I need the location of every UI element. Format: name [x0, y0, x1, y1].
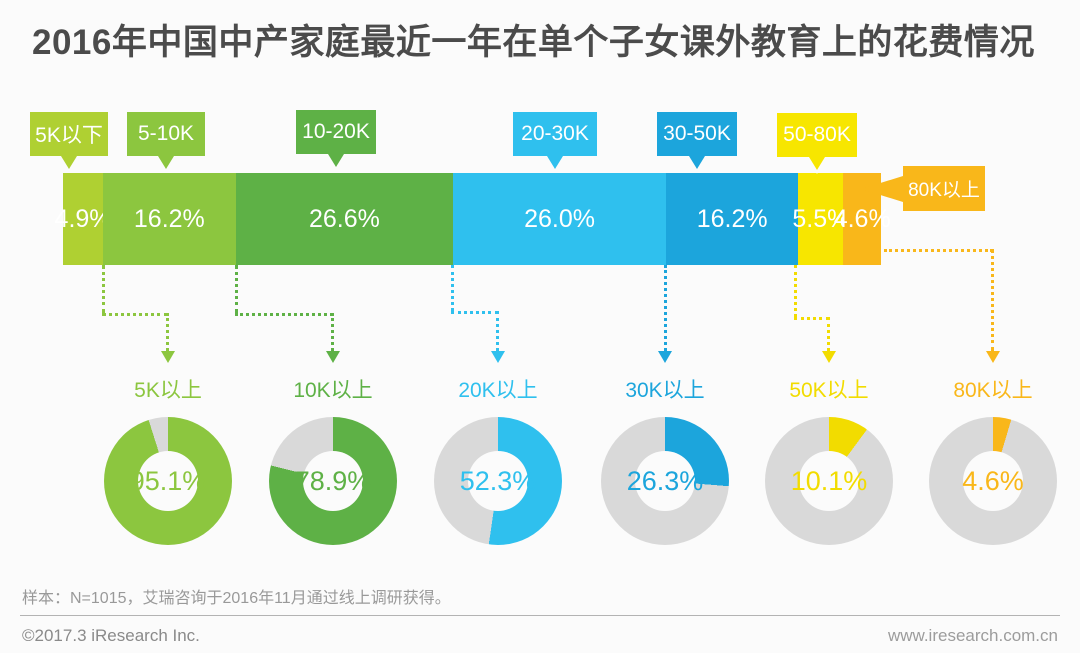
left-arrow-icon [861, 176, 903, 202]
donut-label-over-10k: 10K以上 [293, 379, 373, 402]
bar-tag-label: 20-30K [521, 122, 589, 145]
stacked-bar: 4.9% 16.2% 26.6% 26.0% 16.2% 5.5% 4.6% [55, 173, 891, 265]
donut-hole [468, 451, 528, 511]
bar-tag-5-10k: 5-10K [127, 112, 205, 156]
connector-line [102, 313, 168, 316]
bar-tag-30-50k: 30-50K [657, 112, 737, 156]
connector-line [991, 249, 994, 351]
bar-segment-value: 26.6% [308, 204, 380, 233]
connector-line [166, 313, 169, 351]
connector-line [664, 265, 667, 351]
donut-chart-over-80k: 4.6% [929, 417, 1057, 545]
connector-line [496, 311, 499, 351]
bar-tag-over-80k: 80K以上 [903, 166, 985, 211]
donut-label-over-50k: 50K以上 [789, 379, 869, 402]
connector-line [451, 265, 454, 311]
donut-chart-over-5k: 95.1% [104, 417, 232, 545]
donut-hole [138, 451, 198, 511]
connector-line [102, 265, 105, 313]
sample-footnote: 样本：N=1015，艾瑞咨询于2016年11月通过线上调研获得。 [22, 590, 451, 607]
donut-hole [635, 451, 695, 511]
bar-segment-value: 16.2% [133, 204, 205, 233]
connector-line [827, 317, 830, 351]
connector-line [794, 265, 797, 317]
bar-tag-label: 80K以上 [908, 180, 980, 201]
connector-line [451, 311, 498, 314]
bar-tag-label: 30-50K [663, 122, 731, 145]
down-arrow-icon [161, 351, 175, 363]
bar-segment-value: 16.2% [696, 204, 768, 233]
page-title: 2016年中国中产家庭最近一年在单个子女课外教育上的花费情况 [32, 23, 1035, 62]
donut-chart-over-10k: 78.9% [269, 417, 397, 545]
bar-tag-50-80k: 50-80K [777, 113, 857, 157]
donut-value: 4.6% [962, 465, 1024, 496]
down-arrow-icon [658, 351, 672, 363]
website-url: www.iresearch.com.cn [887, 626, 1058, 645]
bar-tag-label: 10-20K [302, 120, 370, 143]
bar-tag-under-5k: 5K以下 [30, 112, 108, 156]
bar-segment-value: 4.6% [833, 204, 891, 233]
down-arrow-icon [326, 351, 340, 363]
donut-value: 52.3% [459, 465, 537, 496]
bar-segment-value: 26.0% [524, 204, 595, 233]
donut-hole [303, 451, 363, 511]
donut-label-over-5k: 5K以上 [134, 379, 202, 402]
bar-segment-20-30k: 26.0% [453, 173, 666, 265]
bar-segment-30-50k: 16.2% [665, 173, 799, 265]
connector-line [331, 313, 334, 351]
bar-segment-50-80k: 5.5% [792, 173, 849, 265]
donut-value: 78.9% [294, 465, 372, 496]
bar-tag-label: 5K以下 [35, 124, 103, 147]
bar-segment-under-5k: 4.9% [55, 173, 112, 265]
bar-tag-label: 50-80K [783, 123, 851, 146]
donut-hole [799, 451, 859, 511]
bar-segment-value: 5.5% [792, 204, 850, 233]
donut-chart-over-30k: 26.3% [601, 417, 729, 545]
bar-segment-10-20k: 26.6% [235, 173, 454, 265]
donut-hole [963, 451, 1023, 511]
bar-tag-10-20k: 10-20K [296, 110, 376, 154]
donut-chart-over-50k: 10.1% [765, 417, 893, 545]
footer-divider [20, 615, 1060, 616]
donut-value: 26.3% [626, 465, 704, 496]
donut-label-over-80k: 80K以上 [953, 379, 1033, 402]
down-arrow-icon [986, 351, 1000, 363]
donut-chart-over-20k: 52.3% [434, 417, 562, 545]
donut-value: 10.1% [790, 465, 868, 496]
connector-line [235, 265, 238, 313]
bar-tag-label: 5-10K [137, 122, 195, 145]
down-arrow-icon [491, 351, 505, 363]
bar-segment-5-10k: 16.2% [103, 173, 236, 265]
connector-line [884, 249, 993, 252]
copyright-text: ©2017.3 iResearch Inc. [22, 626, 200, 645]
connector-line [235, 313, 333, 316]
down-arrow-icon [822, 351, 836, 363]
donut-value: 95.1% [129, 465, 207, 496]
bar-segment-value: 4.9% [54, 204, 112, 233]
donut-label-over-20k: 20K以上 [458, 379, 538, 402]
donut-label-over-30k: 30K以上 [625, 379, 705, 402]
connector-line [794, 317, 829, 320]
bar-tag-20-30k: 20-30K [513, 112, 597, 156]
